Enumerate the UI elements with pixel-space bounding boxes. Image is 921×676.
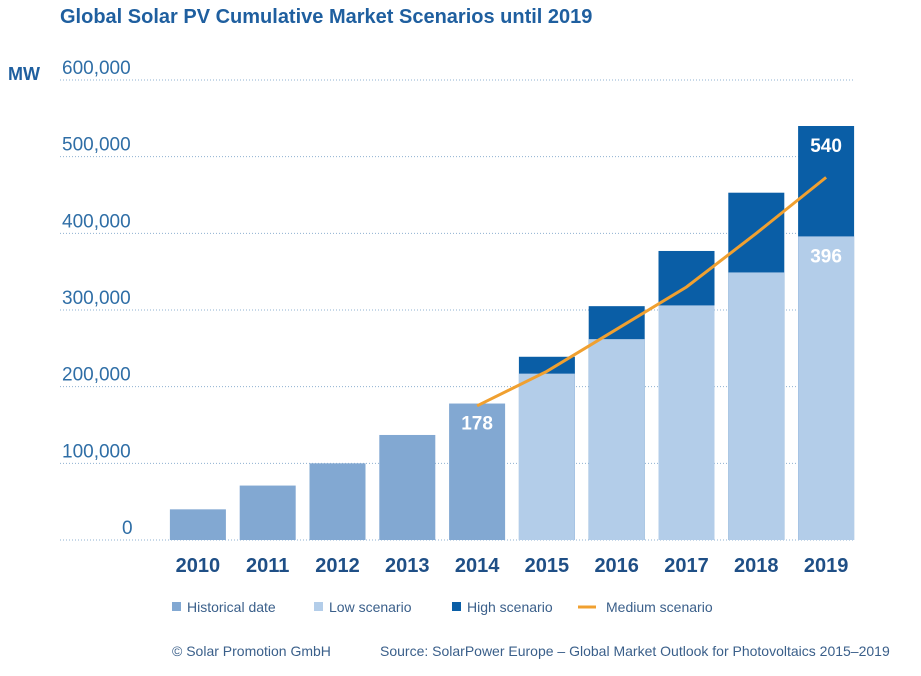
y-tick-label: 300,000 bbox=[62, 288, 131, 309]
x-tick-label: 2017 bbox=[664, 555, 709, 577]
chart-title: Global Solar PV Cumulative Market Scenar… bbox=[60, 6, 593, 28]
legend-item: High scenario bbox=[452, 599, 553, 615]
y-axis-unit: MW bbox=[8, 64, 40, 84]
y-tick-label: 600,000 bbox=[62, 58, 131, 79]
legend-swatch bbox=[314, 602, 323, 611]
legend-label: Historical date bbox=[187, 599, 276, 615]
bar-historical bbox=[169, 509, 226, 540]
bar-low-scenario bbox=[588, 339, 645, 540]
legend-swatch bbox=[452, 602, 461, 611]
legend-label: Low scenario bbox=[329, 599, 412, 615]
x-tick-label: 2016 bbox=[594, 555, 639, 577]
y-tick-label: 200,000 bbox=[62, 365, 131, 386]
bar-historical bbox=[379, 434, 436, 540]
y-tick-label: 500,000 bbox=[62, 135, 131, 156]
x-tick-label: 2012 bbox=[315, 555, 360, 577]
legend-item: Historical date bbox=[172, 599, 276, 615]
y-axis-ticks: 0 100,000 200,000 300,000 400,000 500,000 600,… bbox=[62, 58, 133, 539]
medium-scenario-line-group bbox=[476, 176, 828, 408]
x-tick-label: 2018 bbox=[734, 555, 779, 577]
legend-label: Medium scenario bbox=[606, 599, 713, 615]
legend-item: Medium scenario bbox=[578, 599, 713, 615]
medium-scenario-line bbox=[476, 176, 828, 408]
bar-historical bbox=[449, 403, 506, 540]
legend-item: Low scenario bbox=[314, 599, 412, 615]
bar-low-scenario bbox=[518, 373, 575, 540]
legend-label: High scenario bbox=[467, 599, 553, 615]
legend: Historical date Low scenario High scenario… bbox=[172, 599, 713, 615]
data-label: 178 bbox=[461, 414, 493, 435]
data-label: 396 bbox=[810, 246, 842, 267]
x-tick-label: 2011 bbox=[246, 555, 289, 577]
bars bbox=[169, 126, 855, 540]
data-labels: 178 540 396 bbox=[461, 136, 842, 435]
data-label: 540 bbox=[810, 136, 842, 157]
bar-low-scenario bbox=[728, 272, 785, 540]
x-tick-label: 2019 bbox=[804, 555, 849, 577]
x-tick-label: 2015 bbox=[525, 555, 570, 577]
legend-swatch bbox=[172, 602, 181, 611]
bar-historical bbox=[309, 463, 366, 540]
bar-low-scenario bbox=[658, 305, 715, 540]
y-tick-label: 100,000 bbox=[62, 441, 131, 462]
bar-low-scenario bbox=[798, 236, 855, 540]
y-tick-label: 0 bbox=[122, 518, 133, 539]
y-tick-label: 400,000 bbox=[62, 211, 131, 232]
x-axis-ticks: 2010 2011 2012 2013 2014 2015 2016 2017 2018 2019 bbox=[176, 555, 849, 577]
copyright-note: © Solar Promotion GmbH bbox=[172, 643, 331, 659]
x-tick-label: 2013 bbox=[385, 555, 430, 577]
bar-historical bbox=[239, 485, 296, 540]
source-note: Source: SolarPower Europe – Global Marke… bbox=[380, 643, 890, 659]
x-tick-label: 2014 bbox=[455, 555, 500, 577]
x-tick-label: 2010 bbox=[176, 555, 221, 577]
